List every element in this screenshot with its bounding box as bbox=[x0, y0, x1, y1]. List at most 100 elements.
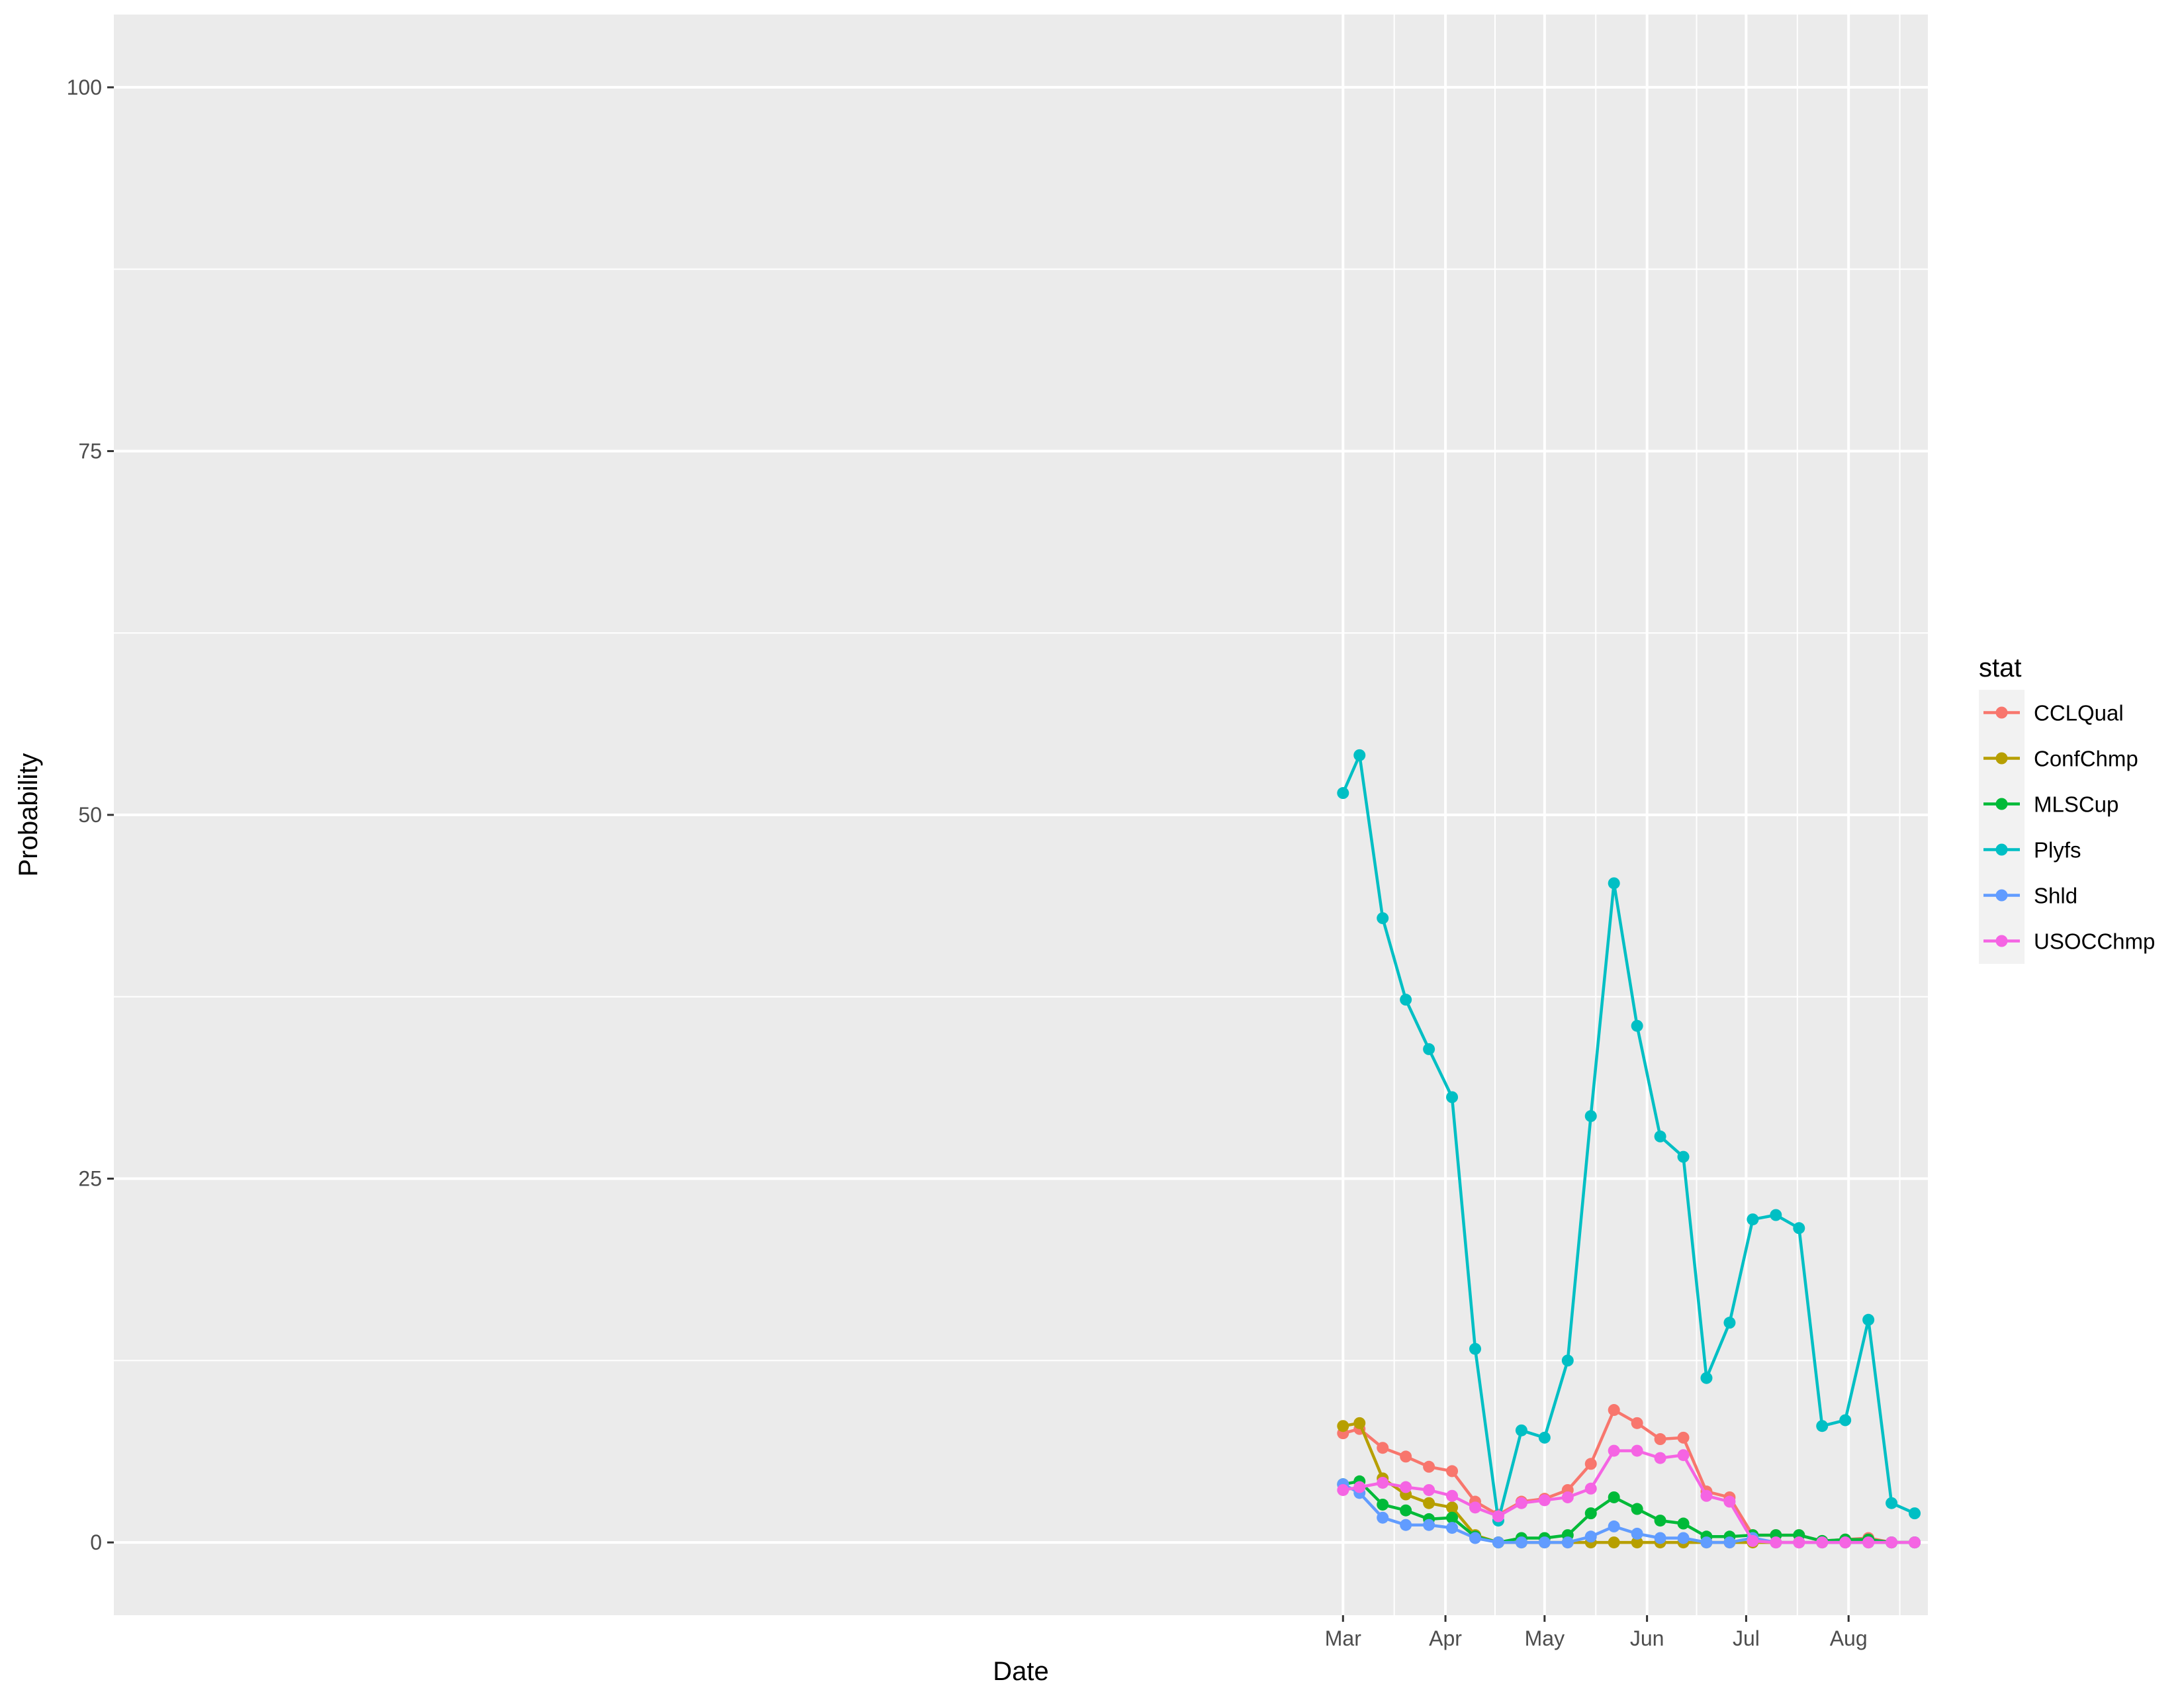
data-point-plyfs bbox=[1770, 1209, 1782, 1221]
data-point-shld bbox=[1446, 1522, 1459, 1534]
data-point-cclqual bbox=[1446, 1465, 1459, 1477]
data-point-mlscup bbox=[1608, 1491, 1620, 1503]
data-point-plyfs bbox=[1747, 1213, 1759, 1226]
x-tick-label: Aug bbox=[1830, 1626, 1868, 1650]
data-point-plyfs bbox=[1423, 1043, 1435, 1055]
legend-key-point bbox=[1995, 706, 2008, 719]
data-point-usocchmp bbox=[1377, 1476, 1389, 1489]
x-tick-label: May bbox=[1525, 1626, 1565, 1650]
data-point-cclqual bbox=[1654, 1433, 1666, 1446]
data-point-plyfs bbox=[1793, 1222, 1805, 1235]
data-point-confchmp bbox=[1353, 1417, 1366, 1429]
data-point-plyfs bbox=[1377, 912, 1389, 925]
data-point-cclqual bbox=[1423, 1460, 1435, 1473]
data-point-plyfs bbox=[1584, 1110, 1597, 1123]
x-axis: Mar Apr May Jun Jul Aug bbox=[1325, 1615, 1868, 1650]
data-point-usocchmp bbox=[1886, 1536, 1898, 1549]
series-usocchmp bbox=[1337, 1444, 1921, 1549]
data-point-usocchmp bbox=[1723, 1495, 1736, 1508]
data-point-usocchmp bbox=[1423, 1483, 1435, 1496]
data-point-shld bbox=[1584, 1530, 1597, 1543]
data-point-usocchmp bbox=[1677, 1449, 1690, 1462]
data-point-confchmp bbox=[1423, 1497, 1435, 1509]
data-point-shld bbox=[1677, 1532, 1690, 1544]
data-point-plyfs bbox=[1839, 1414, 1852, 1427]
data-point-shld bbox=[1608, 1520, 1620, 1532]
data-point-plyfs bbox=[1677, 1150, 1690, 1163]
data-point-mlscup bbox=[1400, 1504, 1412, 1517]
major-gridlines bbox=[114, 15, 1928, 1615]
data-point-plyfs bbox=[1654, 1130, 1666, 1143]
data-point-usocchmp bbox=[1400, 1481, 1412, 1493]
x-tick-label: Jun bbox=[1630, 1626, 1664, 1650]
data-point-mlscup bbox=[1446, 1511, 1459, 1524]
data-point-cclqual bbox=[1400, 1450, 1412, 1463]
data-point-shld bbox=[1377, 1511, 1389, 1524]
data-point-shld bbox=[1561, 1536, 1574, 1549]
data-point-plyfs bbox=[1886, 1497, 1898, 1509]
legend-item-cclqual: CCLQual bbox=[1979, 690, 2124, 735]
data-point-usocchmp bbox=[1538, 1494, 1551, 1507]
data-point-usocchmp bbox=[1446, 1489, 1459, 1502]
legend-label: Shld bbox=[2034, 884, 2077, 908]
legend-key-point bbox=[1995, 843, 2008, 856]
data-point-cclqual bbox=[1377, 1442, 1389, 1454]
x-tick-label: Apr bbox=[1429, 1626, 1462, 1650]
data-point-plyfs bbox=[1700, 1372, 1713, 1384]
data-point-shld bbox=[1492, 1536, 1504, 1549]
legend-item-shld: Shld bbox=[1979, 872, 2077, 918]
data-point-plyfs bbox=[1631, 1019, 1643, 1032]
data-point-mlscup bbox=[1654, 1515, 1666, 1527]
data-point-plyfs bbox=[1515, 1424, 1527, 1436]
data-point-shld bbox=[1515, 1536, 1527, 1549]
data-point-usocchmp bbox=[1561, 1491, 1574, 1503]
data-point-shld bbox=[1700, 1536, 1713, 1549]
data-point-usocchmp bbox=[1862, 1536, 1875, 1549]
data-point-cclqual bbox=[1631, 1417, 1643, 1429]
data-point-plyfs bbox=[1723, 1317, 1736, 1329]
legend-item-mlscup: MLSCup bbox=[1979, 781, 2118, 827]
data-point-confchmp bbox=[1446, 1501, 1459, 1514]
legend-label: Plyfs bbox=[2034, 838, 2081, 863]
data-point-plyfs bbox=[1538, 1431, 1551, 1444]
data-point-usocchmp bbox=[1793, 1536, 1805, 1549]
data-point-cclqual bbox=[1608, 1404, 1620, 1417]
data-point-plyfs bbox=[1608, 877, 1620, 890]
data-point-usocchmp bbox=[1700, 1489, 1713, 1502]
data-point-usocchmp bbox=[1337, 1483, 1349, 1496]
data-point-plyfs bbox=[1561, 1354, 1574, 1367]
series-layer bbox=[1337, 749, 1921, 1549]
legend-key-point bbox=[1995, 889, 2008, 902]
data-point-cclqual bbox=[1677, 1431, 1690, 1444]
y-tick-label: 0 bbox=[90, 1530, 102, 1554]
series-line-plyfs bbox=[1342, 753, 1915, 1523]
legend-label: ConfChmp bbox=[2034, 747, 2138, 771]
data-point-plyfs bbox=[1337, 787, 1349, 800]
y-axis: 0 25 50 75 100 bbox=[67, 75, 114, 1554]
data-point-usocchmp bbox=[1631, 1444, 1643, 1457]
y-tick-label: 75 bbox=[78, 439, 102, 463]
data-point-plyfs bbox=[1862, 1313, 1875, 1326]
data-point-shld bbox=[1538, 1536, 1551, 1549]
data-point-usocchmp bbox=[1909, 1536, 1921, 1549]
x-tick-label: Mar bbox=[1325, 1626, 1361, 1650]
y-tick-label: 100 bbox=[67, 75, 102, 99]
legend-key-point bbox=[1995, 752, 2008, 765]
y-axis-title: Probability bbox=[14, 753, 43, 877]
legend-item-usocchmp: USOCChmp bbox=[1979, 918, 2155, 964]
data-point-usocchmp bbox=[1469, 1501, 1481, 1514]
series-plyfs bbox=[1337, 749, 1921, 1527]
data-point-plyfs bbox=[1816, 1420, 1829, 1432]
x-axis-title: Date bbox=[993, 1657, 1049, 1686]
data-point-shld bbox=[1631, 1527, 1643, 1540]
legend-key-point bbox=[1995, 798, 2008, 810]
legend-item-plyfs: Plyfs bbox=[1979, 827, 2081, 872]
data-point-usocchmp bbox=[1770, 1536, 1782, 1549]
data-point-mlscup bbox=[1377, 1498, 1389, 1511]
data-point-usocchmp bbox=[1839, 1536, 1852, 1549]
data-point-mlscup bbox=[1631, 1503, 1643, 1515]
data-point-usocchmp bbox=[1608, 1444, 1620, 1457]
legend-label: USOCChmp bbox=[2034, 929, 2155, 954]
data-point-confchmp bbox=[1608, 1536, 1620, 1549]
